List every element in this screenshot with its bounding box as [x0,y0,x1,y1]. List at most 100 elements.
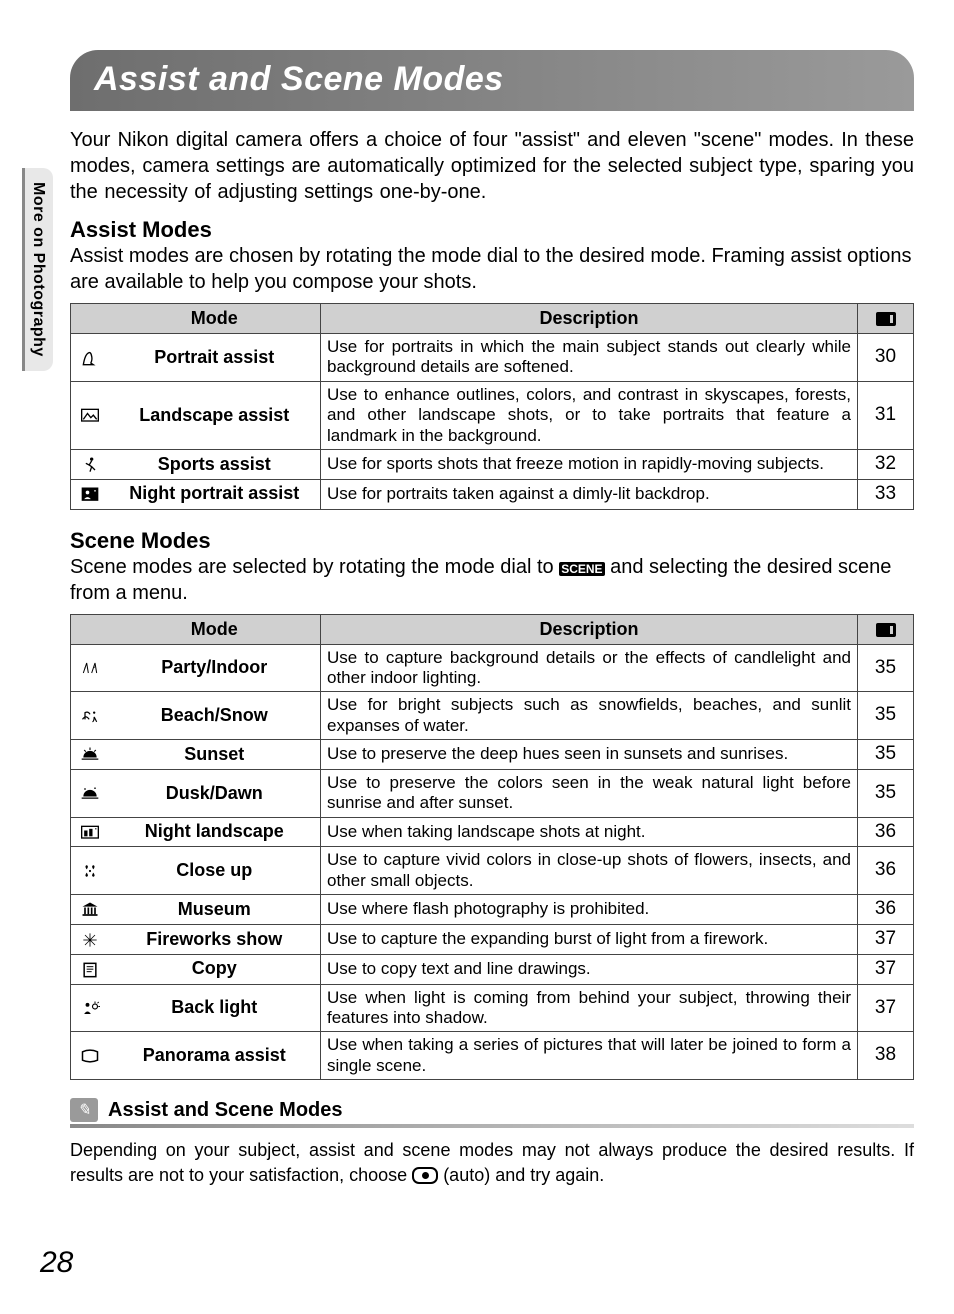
scene-row: Back lightUse when light is coming from … [71,984,914,1032]
mode-name: Close up [109,847,321,895]
landscape-icon [71,381,109,449]
page-reference: 32 [858,449,914,479]
mode-description: Use for bright subjects such as snowfiel… [321,692,858,740]
page-reference: 35 [858,644,914,692]
intro-paragraph: Your Nikon digital camera offers a choic… [70,127,914,205]
mode-description: Use for portraits in which the main subj… [321,334,858,382]
mode-name: Portrait assist [109,334,321,382]
mode-name: Fireworks show [109,925,321,955]
assist-row: Night portrait assistUse for portraits t… [71,479,914,509]
mode-name: Copy [109,954,321,984]
page-reference: 38 [858,1032,914,1080]
mode-name: Dusk/Dawn [109,769,321,817]
page-reference: 37 [858,925,914,955]
scene-row: SunsetUse to preserve the deep hues seen… [71,740,914,770]
mode-name: Landscape assist [109,381,321,449]
mode-name: Party/Indoor [109,644,321,692]
scene-row: Close upUse to capture vivid colors in c… [71,847,914,895]
note-text-post: (auto) and try again. [438,1165,604,1185]
sidebar-section-tab: More on Photography [22,168,53,371]
mode-description: Use when light is coming from behind you… [321,984,858,1032]
page-reference: 37 [858,984,914,1032]
page-reference: 33 [858,479,914,509]
assist-modes-table: Mode Description Portrait assistUse for … [70,303,914,510]
dusk-icon [71,769,109,817]
scene-row: Dusk/DawnUse to preserve the colors seen… [71,769,914,817]
page-reference: 36 [858,817,914,847]
note-title: Assist and Scene Modes [108,1099,343,1122]
scene-modes-table: Mode Description Party/IndoorUse to capt… [70,614,914,1081]
assist-description: Assist modes are chosen by rotating the … [70,243,914,295]
assist-row: Sports assistUse for sports shots that f… [71,449,914,479]
col-page-ref [858,304,914,334]
note-text: Depending on your subject, assist and sc… [70,1138,914,1187]
note-box: ✎ Assist and Scene Modes Depending on yo… [70,1098,914,1187]
mode-description: Use to preserve the colors seen in the w… [321,769,858,817]
scene-description: Scene modes are selected by rotating the… [70,554,914,606]
page-ref-icon [876,312,896,326]
assist-heading: Assist Modes [70,217,914,243]
col-description: Description [321,304,858,334]
col-page-ref [858,614,914,644]
mode-description: Use when taking landscape shots at night… [321,817,858,847]
night-portrait-icon [71,479,109,509]
auto-camera-icon [412,1167,438,1184]
mode-description: Use to enhance outlines, colors, and con… [321,381,858,449]
scene-row: Panorama assistUse when taking a series … [71,1032,914,1080]
col-icon [71,614,109,644]
page-reference: 31 [858,381,914,449]
note-heading-row: ✎ Assist and Scene Modes [70,1098,914,1122]
copy-icon [71,954,109,984]
scene-heading: Scene Modes [70,528,914,554]
scene-row: Party/IndoorUse to capture background de… [71,644,914,692]
backlight-icon [71,984,109,1032]
beach-icon [71,692,109,740]
mode-name: Back light [109,984,321,1032]
col-icon [71,304,109,334]
museum-icon [71,895,109,925]
scene-desc-pre: Scene modes are selected by rotating the… [70,556,559,578]
panorama-icon [71,1032,109,1080]
scene-row: Night landscapeUse when taking landscape… [71,817,914,847]
mode-name: Museum [109,895,321,925]
fireworks-icon [71,925,109,955]
scene-row: Fireworks showUse to capture the expandi… [71,925,914,955]
mode-description: Use to copy text and line drawings. [321,954,858,984]
mode-description: Use where flash photography is prohibite… [321,895,858,925]
scene-row: Beach/SnowUse for bright subjects such a… [71,692,914,740]
party-icon [71,644,109,692]
mode-name: Night portrait assist [109,479,321,509]
page-reference: 36 [858,847,914,895]
page-reference: 37 [858,954,914,984]
mode-description: Use to preserve the deep hues seen in su… [321,740,858,770]
col-mode: Mode [109,304,321,334]
portrait-icon [71,334,109,382]
sunset-icon [71,740,109,770]
note-divider [70,1124,914,1128]
col-description: Description [321,614,858,644]
mode-description: Use for sports shots that freeze motion … [321,449,858,479]
mode-name: Night landscape [109,817,321,847]
scene-row: MuseumUse where flash photography is pro… [71,895,914,925]
note-pencil-icon: ✎ [70,1098,98,1122]
assist-row: Portrait assistUse for portraits in whic… [71,334,914,382]
night-landscape-icon [71,817,109,847]
page-reference: 30 [858,334,914,382]
assist-row: Landscape assistUse to enhance outlines,… [71,381,914,449]
mode-name: Sunset [109,740,321,770]
page-title-bar: Assist and Scene Modes [70,50,914,111]
mode-description: Use for portraits taken against a dimly-… [321,479,858,509]
mode-name: Sports assist [109,449,321,479]
page-number: 28 [40,1246,73,1280]
table-header-row: Mode Description [71,614,914,644]
mode-name: Beach/Snow [109,692,321,740]
col-mode: Mode [109,614,321,644]
scene-row: CopyUse to copy text and line drawings.3… [71,954,914,984]
manual-page: More on Photography Assist and Scene Mod… [0,0,954,1314]
page-ref-icon [876,623,896,637]
mode-description: Use when taking a series of pictures tha… [321,1032,858,1080]
table-header-row: Mode Description [71,304,914,334]
mode-name: Panorama assist [109,1032,321,1080]
closeup-icon [71,847,109,895]
page-reference: 35 [858,740,914,770]
